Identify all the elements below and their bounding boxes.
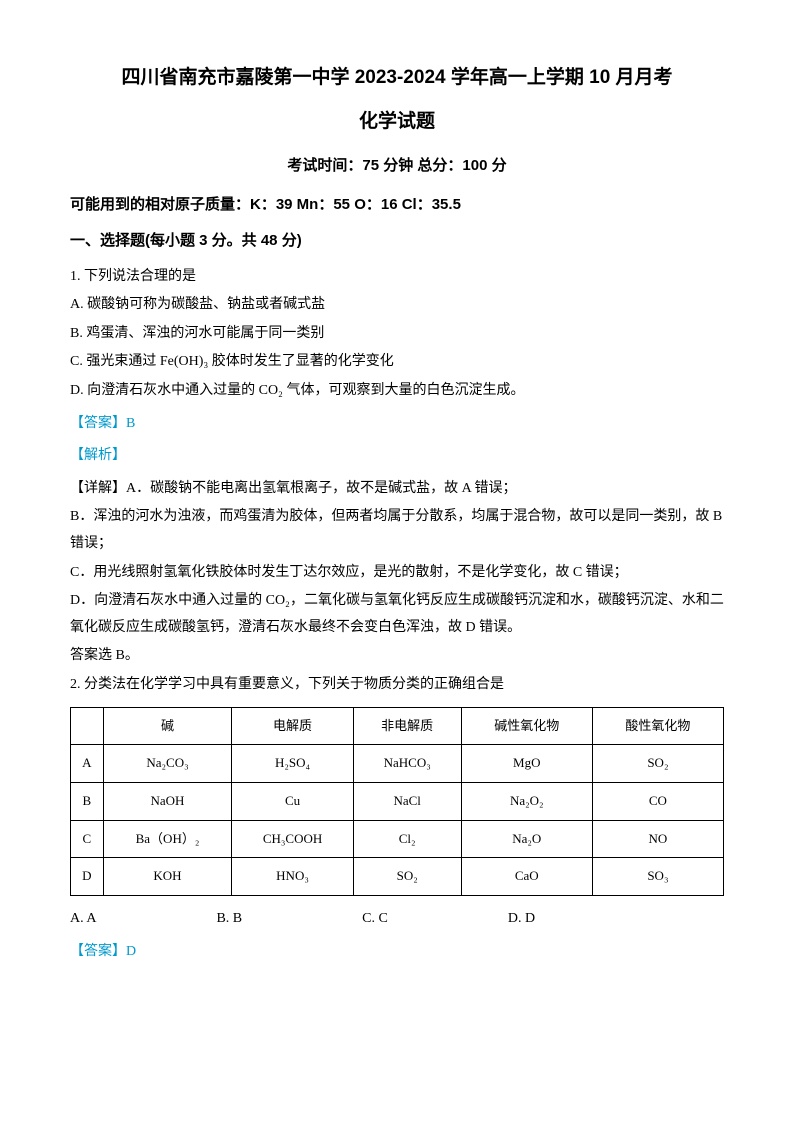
table-cell: CH₃COOH (232, 820, 353, 858)
title-line2: 化学试题 (70, 104, 724, 140)
table-cell: CaO (461, 858, 592, 896)
table-cell: Na₂O₂ (461, 782, 592, 820)
q2-option-d: D. D (508, 906, 535, 933)
table-cell: B (71, 782, 104, 820)
question-2-stem: 2. 分类法在化学学习中具有重要意义，下列关于物质分类的正确组合是 (70, 672, 724, 699)
q2-option-a: A. A (70, 906, 96, 933)
q2-answer: 【答案】D (70, 939, 724, 966)
q1-detail-c: C．用光线照射氢氧化铁胶体时发生丁达尔效应，是光的散射，不是化学变化，故 C 错… (70, 560, 724, 587)
q1-detail-d: D．向澄清石灰水中通入过量的 CO₂，二氧化碳与氢氧化钙反应生成碳酸钙沉淀和水，… (70, 588, 724, 641)
table-cell: NaHCO₃ (353, 745, 461, 783)
table-header-nonelectrolyte: 非电解质 (353, 707, 461, 745)
table-cell: NaCl (353, 782, 461, 820)
table-row: B NaOH Cu NaCl Na₂O₂ CO (71, 782, 724, 820)
table-cell: SO₃ (592, 858, 723, 896)
table-header-row: 碱 电解质 非电解质 碱性氧化物 酸性氧化物 (71, 707, 724, 745)
table-cell: HNO₃ (232, 858, 353, 896)
q1-detail-a: 【详解】A．碳酸钠不能电离出氢氧根离子，故不是碱式盐，故 A 错误； (70, 476, 724, 503)
table-row: D KOH HNO₃ SO₂ CaO SO₃ (71, 858, 724, 896)
table-cell: SO₂ (353, 858, 461, 896)
table-cell: D (71, 858, 104, 896)
table-cell: Cl₂ (353, 820, 461, 858)
table-cell: Cu (232, 782, 353, 820)
q1-option-c: C. 强光束通过 Fe(OH)₃ 胶体时发生了显著的化学变化 (70, 349, 724, 376)
question-1-stem: 1. 下列说法合理的是 (70, 264, 724, 291)
table-cell: C (71, 820, 104, 858)
q1-conclusion: 答案选 B。 (70, 643, 724, 670)
q1-answer: 【答案】B (70, 411, 724, 438)
table-header-acidic-oxide: 酸性氧化物 (592, 707, 723, 745)
q1-option-a: A. 碳酸钠可称为碳酸盐、钠盐或者碱式盐 (70, 292, 724, 319)
table-header-electrolyte: 电解质 (232, 707, 353, 745)
table-cell: Ba（OH）₂ (103, 820, 232, 858)
q2-options-row: A. A B. B C. C D. D (70, 906, 724, 933)
q2-option-b: B. B (216, 906, 242, 933)
table-header-base: 碱 (103, 707, 232, 745)
table-cell: NaOH (103, 782, 232, 820)
table-cell: Na₂CO₃ (103, 745, 232, 783)
table-cell: H₂SO₄ (232, 745, 353, 783)
q1-analysis-label: 【解析】 (70, 443, 724, 470)
q1-detail-b: B．浑浊的河水为浊液，而鸡蛋清为胶体，但两者均属于分散系，均属于混合物，故可以是… (70, 504, 724, 557)
table-cell: Na₂O (461, 820, 592, 858)
exam-info: 考试时间：75 分钟 总分：100 分 (70, 152, 724, 181)
table-row: C Ba（OH）₂ CH₃COOH Cl₂ Na₂O NO (71, 820, 724, 858)
q1-option-b: B. 鸡蛋清、浑浊的河水可能属于同一类别 (70, 321, 724, 348)
table-row: A Na₂CO₃ H₂SO₄ NaHCO₃ MgO SO₂ (71, 745, 724, 783)
atomic-mass-info: 可能用到的相对原子质量：K：39 Mn：55 O：16 Cl：35.5 (70, 191, 724, 220)
section-title: 一、选择题(每小题 3 分。共 48 分) (70, 227, 724, 256)
table-header-basic-oxide: 碱性氧化物 (461, 707, 592, 745)
table-header-blank (71, 707, 104, 745)
table-cell: KOH (103, 858, 232, 896)
table-cell: A (71, 745, 104, 783)
title-line1: 四川省南充市嘉陵第一中学 2023-2024 学年高一上学期 10 月月考 (70, 60, 724, 96)
table-cell: MgO (461, 745, 592, 783)
classification-table: 碱 电解质 非电解质 碱性氧化物 酸性氧化物 A Na₂CO₃ H₂SO₄ Na… (70, 707, 724, 896)
table-cell: SO₂ (592, 745, 723, 783)
table-cell: NO (592, 820, 723, 858)
q1-option-d: D. 向澄清石灰水中通入过量的 CO₂ 气体，可观察到大量的白色沉淀生成。 (70, 378, 724, 405)
q2-option-c: C. C (362, 906, 388, 933)
table-cell: CO (592, 782, 723, 820)
